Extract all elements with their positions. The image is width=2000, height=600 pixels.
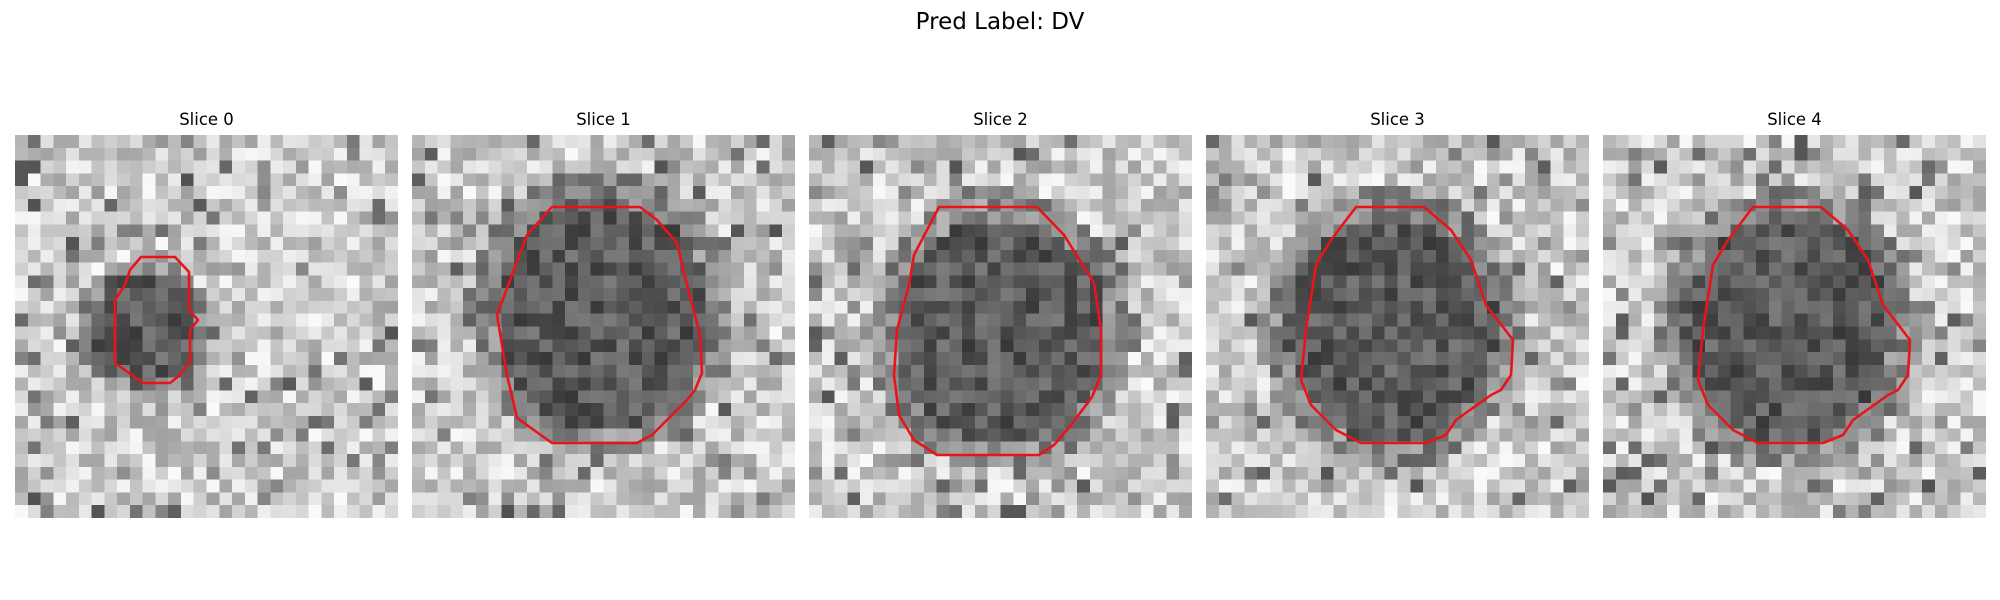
slice-panel-0: Slice 0 <box>15 0 398 600</box>
slice-panel-2: Slice 2 <box>809 0 1192 600</box>
figure-title: Pred Label: DV <box>915 9 1085 35</box>
slice-title: Slice 2 <box>973 110 1028 129</box>
segmentation-contour <box>1696 205 1912 445</box>
slice-title: Slice 0 <box>179 110 234 129</box>
slice-image <box>15 135 398 518</box>
slice-title: Slice 1 <box>576 110 631 129</box>
segmentation-contour <box>113 255 200 385</box>
slice-image <box>1206 135 1589 518</box>
pixel-grid <box>809 135 1192 518</box>
slice-title: Slice 3 <box>1370 110 1425 129</box>
segmentation-contour <box>1299 205 1515 445</box>
pixel-grid <box>1206 135 1589 518</box>
slice-panel-3: Slice 3 <box>1206 0 1589 600</box>
segmentation-contour <box>495 205 704 445</box>
pixel-grid <box>412 135 795 518</box>
pixel-grid <box>1603 135 1986 518</box>
slice-panel-4: Slice 4 <box>1603 0 1986 600</box>
slice-panel-1: Slice 1 <box>412 0 795 600</box>
pixel-grid <box>15 135 398 518</box>
slice-image <box>809 135 1192 518</box>
segmentation-contour <box>892 205 1103 457</box>
slice-image <box>412 135 795 518</box>
slice-title: Slice 4 <box>1767 110 1822 129</box>
slice-image <box>1603 135 1986 518</box>
